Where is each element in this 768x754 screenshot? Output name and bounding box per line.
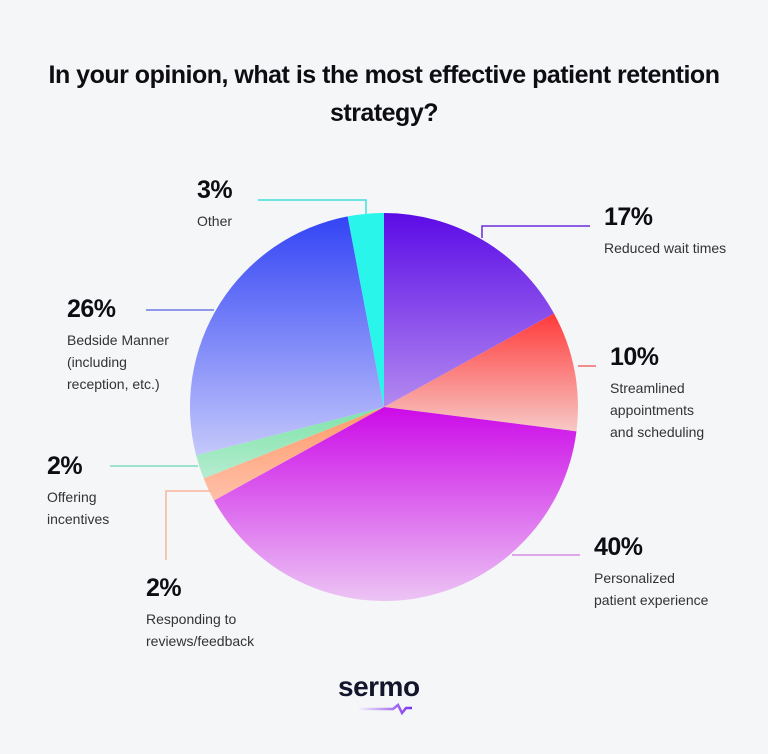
- pie-slice-reduced-wait-times: [384, 213, 555, 407]
- slice-name: Reduced wait times: [604, 240, 727, 256]
- label-reduced-wait-times: 17% Reduced wait times: [604, 203, 726, 259]
- slice-name: Other: [197, 213, 233, 229]
- label-streamlined: 10% Streamlined appointments and schedulin…: [610, 343, 704, 443]
- pie-slice-bedside-manner-including-reception-etc: [189, 216, 384, 456]
- leader-line: [165, 490, 212, 560]
- pct-label: 2%: [146, 574, 182, 602]
- label-personalized: 40% Personalized patient experience: [594, 533, 708, 611]
- leader-line: [258, 199, 367, 214]
- label-other: 3% Other: [197, 176, 233, 232]
- slice-name: reception, etc.): [67, 376, 160, 392]
- slice-name: Streamlined: [610, 380, 685, 396]
- slice-name: patient experience: [594, 592, 709, 608]
- label-offering-incentives: 2% Offering incentives: [47, 452, 109, 530]
- sermo-logo: sermo: [338, 671, 433, 716]
- logo-text: sermo: [338, 671, 420, 702]
- slice-name: Personalized: [594, 570, 675, 586]
- slice-name: reviews/feedback: [146, 633, 255, 649]
- pct-label: 10%: [610, 343, 659, 371]
- leader-line: [481, 225, 590, 238]
- pie-slice-offering-incentives: [196, 407, 384, 479]
- label-responding: 2% Responding to reviews/feedback: [146, 574, 254, 652]
- pct-label: 17%: [604, 203, 653, 231]
- slice-name: appointments: [610, 402, 695, 418]
- pct-label: 26%: [67, 295, 116, 323]
- label-bedside-manner: 26% Bedside Manner (including reception, e…: [67, 295, 169, 395]
- slice-name: incentives: [47, 511, 110, 527]
- pct-label: 40%: [594, 533, 643, 561]
- pie-slice-responding-to-reviews-feedback: [203, 407, 384, 501]
- slice-name: (including: [67, 354, 127, 370]
- pie-slice-other: [347, 213, 384, 407]
- pie-slice-streamlined-appointments-and-scheduling: [384, 313, 578, 432]
- slice-name: Responding to: [146, 611, 237, 627]
- pie-slice-personalized-patient-experience: [213, 407, 577, 601]
- chart-title: In your opinion, what is the most effect…: [48, 61, 720, 127]
- slice-name: Offering: [47, 489, 97, 505]
- pct-label: 3%: [197, 176, 233, 204]
- logo-pulse-icon: [358, 703, 412, 716]
- slice-name: and scheduling: [610, 424, 705, 440]
- slice-name: Bedside Manner: [67, 332, 169, 348]
- pct-label: 2%: [47, 452, 83, 480]
